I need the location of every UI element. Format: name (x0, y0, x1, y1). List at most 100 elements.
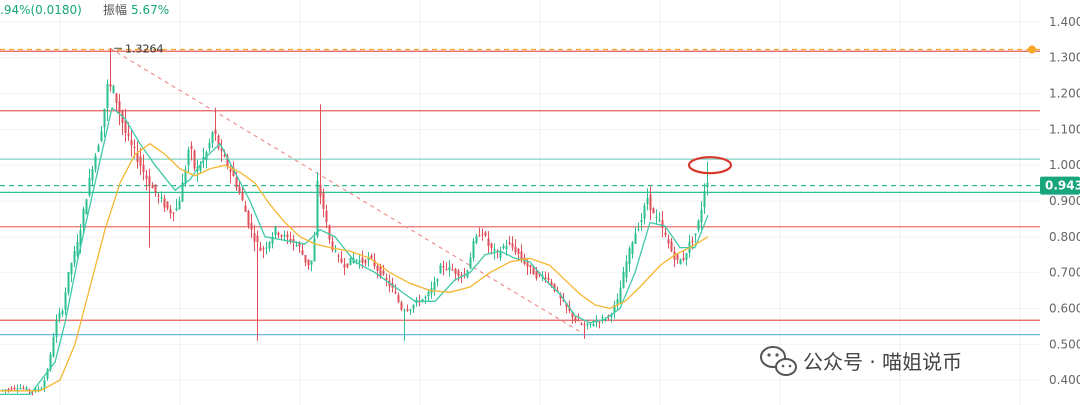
candle-body (427, 291, 430, 297)
candle-body (694, 233, 697, 236)
candle-body (103, 108, 106, 128)
candle-body (40, 388, 43, 390)
candle-body (61, 310, 64, 315)
candle-body (511, 243, 514, 248)
candle-body (136, 153, 139, 162)
candle-body (289, 238, 292, 242)
candle-body (208, 142, 211, 149)
candle-body (157, 195, 160, 197)
current-price-badge-bg (1040, 176, 1080, 195)
candle-body (355, 259, 358, 261)
candle-body (349, 257, 352, 266)
y-tick-label: 1.300 (1049, 51, 1080, 65)
candle-body (670, 241, 673, 252)
candle-body (421, 299, 424, 302)
candles (1, 48, 709, 396)
candle-body (295, 244, 298, 246)
candle-body (100, 131, 103, 142)
candle-body (703, 191, 706, 208)
candle-body (586, 323, 589, 326)
candle-body (217, 135, 220, 149)
candle-body (619, 287, 622, 303)
candle-body (7, 389, 10, 391)
candle-body (283, 234, 286, 237)
candle-body (346, 263, 349, 267)
candle-body (553, 283, 556, 291)
candle-body (238, 186, 241, 193)
candle-body (88, 177, 91, 196)
candle-body (478, 235, 481, 237)
candle-body (229, 169, 232, 172)
candle-body (517, 248, 520, 255)
candle-body (142, 164, 145, 172)
candle-body (58, 312, 61, 319)
candle-body (334, 250, 337, 252)
candle-body (577, 320, 580, 322)
y-tick-label: 1.200 (1049, 87, 1080, 101)
candle-body (643, 205, 646, 219)
candle-body (385, 278, 388, 280)
ma-slow-line (0, 142, 709, 392)
candle-body (232, 167, 235, 177)
candle-body (580, 323, 583, 325)
y-tick-label: 1.100 (1049, 122, 1080, 136)
candle-body (610, 314, 613, 317)
header-amplitude-value: 5.67% (131, 3, 169, 17)
candle-body (226, 156, 229, 167)
candle-body (370, 255, 373, 259)
candle-body (631, 242, 634, 255)
candle-body (649, 194, 652, 211)
candle-body (448, 266, 451, 271)
level-handle-icon[interactable] (1028, 45, 1036, 54)
candle-body (319, 184, 322, 197)
candle-body (424, 296, 427, 299)
header-change: .94%(0.0180) (0, 3, 82, 17)
watermark: 公众号 · 喵姐说币 (760, 346, 962, 376)
candle-body (559, 294, 562, 299)
candle-body (451, 269, 454, 271)
candle-body (436, 279, 439, 282)
candle-body (76, 242, 79, 256)
candle-body (151, 185, 154, 189)
candle-body (373, 259, 376, 267)
candle-body (109, 84, 112, 87)
candle-body (358, 260, 361, 263)
candle-body (316, 180, 319, 237)
candle-body (505, 245, 508, 250)
candle-body (667, 239, 670, 244)
candle-body (502, 246, 505, 249)
candle-body (646, 197, 649, 205)
candle-body (73, 250, 76, 264)
watermark-text: 公众号 · 喵姐说币 (803, 350, 962, 374)
candle-body (187, 149, 190, 166)
candle-body (202, 156, 205, 160)
y-tick-label: 0.500 (1049, 337, 1080, 351)
candle-body (310, 260, 313, 265)
candle-body (634, 233, 637, 244)
current-price-badge: 0.943 (1040, 176, 1080, 195)
candle-body (25, 387, 28, 390)
candle-body (679, 259, 682, 265)
candle-body (256, 235, 259, 243)
candle-body (433, 282, 436, 291)
candle-body (418, 301, 421, 303)
candle-body (154, 184, 157, 193)
candle-body (178, 200, 181, 210)
candle-body (367, 257, 370, 261)
candle-body (499, 251, 502, 258)
candle-body (271, 236, 274, 244)
candle-body (568, 307, 571, 311)
candle-body (457, 270, 460, 277)
candle-body (262, 248, 265, 250)
candle-body (313, 238, 316, 262)
candle-body (361, 258, 364, 263)
candle-body (106, 83, 109, 109)
candle-body (598, 321, 601, 323)
candle-body (274, 226, 277, 235)
candle-body (43, 380, 46, 390)
candle-body (184, 169, 187, 184)
candle-body (70, 263, 73, 275)
candle-body (454, 268, 457, 274)
candle-body (532, 266, 535, 275)
